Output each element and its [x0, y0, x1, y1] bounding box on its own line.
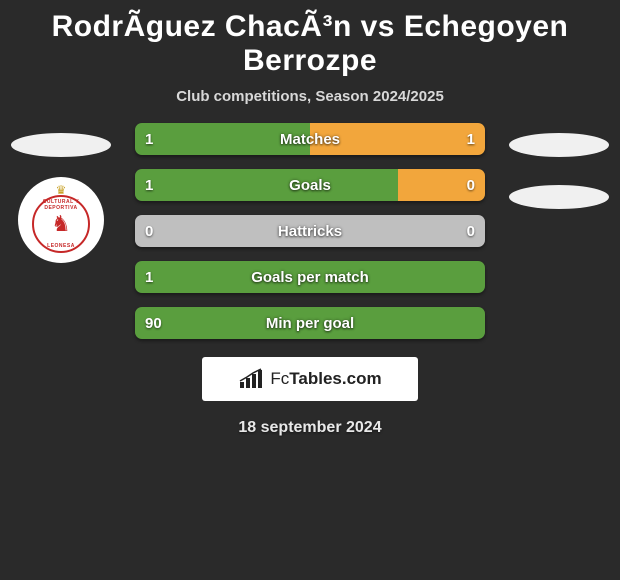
brand-prefix: Fc: [270, 369, 289, 388]
stat-row: 10Goals: [135, 169, 485, 201]
stat-label: Min per goal: [135, 307, 485, 339]
stat-label: Goals per match: [135, 261, 485, 293]
club-ring-text-bottom: LEONESA: [34, 243, 88, 249]
lion-icon: ♞: [51, 213, 71, 235]
stat-row: 1Goals per match: [135, 261, 485, 293]
stat-label: Matches: [135, 123, 485, 155]
club-ring-text-top: CULTURAL Y DEPORTIVA: [34, 199, 88, 211]
brand-text: FcTables.com: [270, 369, 381, 389]
left-club-logo: ♛ CULTURAL Y DEPORTIVA ♞ LEONESA: [18, 177, 104, 263]
bar-chart-icon: [238, 368, 264, 390]
right-player-column: [504, 123, 614, 209]
stat-row: 00Hattricks: [135, 215, 485, 247]
left-player-column: ♛ CULTURAL Y DEPORTIVA ♞ LEONESA: [6, 123, 116, 263]
comparison-content: ♛ CULTURAL Y DEPORTIVA ♞ LEONESA 11Match…: [0, 123, 620, 437]
stat-label: Goals: [135, 169, 485, 201]
comparison-date: 18 september 2024: [0, 419, 620, 437]
page-title: RodrÃ­guez ChacÃ³n vs Echegoyen Berrozpe: [0, 0, 620, 82]
stat-row: 90Min per goal: [135, 307, 485, 339]
right-club-logo-placeholder: [509, 185, 609, 209]
stat-label: Hattricks: [135, 215, 485, 247]
left-player-photo-placeholder: [11, 133, 111, 157]
club-ring: CULTURAL Y DEPORTIVA ♞ LEONESA: [32, 195, 90, 253]
right-player-photo-placeholder: [509, 133, 609, 157]
page-subtitle: Club competitions, Season 2024/2025: [0, 88, 620, 105]
stat-row: 11Matches: [135, 123, 485, 155]
brand-suffix: Tables.com: [289, 369, 381, 388]
fctables-logo: FcTables.com: [202, 357, 418, 401]
stats-container: 11Matches 10Goals 00Hattricks 1Goals per ma…: [135, 123, 485, 339]
